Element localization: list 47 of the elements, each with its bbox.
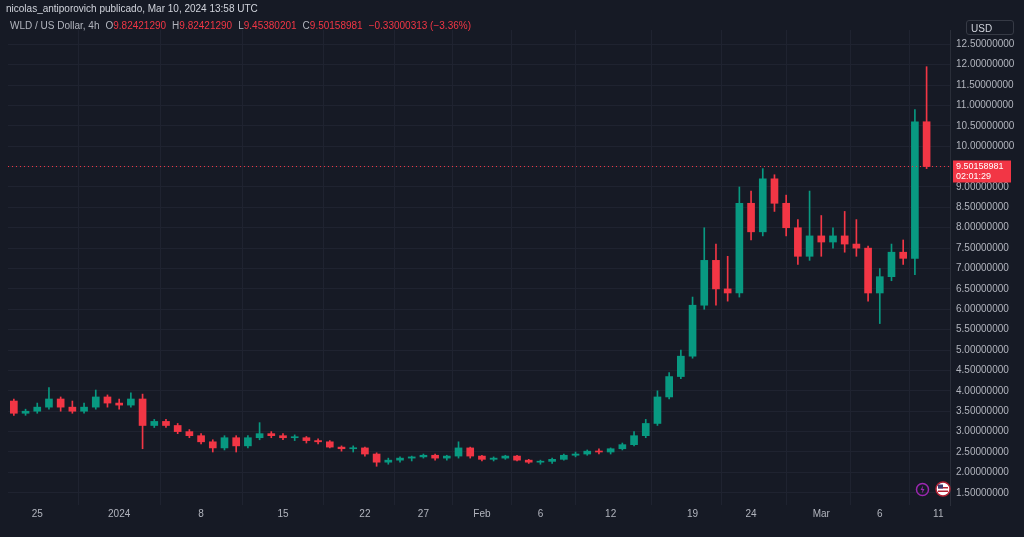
y-tick-label: 8.50000000 [956, 201, 1010, 213]
candlestick [840, 211, 849, 253]
y-tick-label: 11.00000000 [956, 99, 1015, 111]
y-tick-label: 9.00000000 [956, 180, 1010, 192]
y-tick-label: 4.00000000 [956, 384, 1010, 396]
y-axis-title: USD [966, 20, 1014, 35]
x-tick-label: 2024 [108, 507, 131, 519]
x-tick-label: 25 [31, 507, 44, 519]
chart-subtitle: nicolas_antiporovich publicado, Mar 10, 2024 13:58 UTC [6, 3, 258, 14]
y-tick-label: 3.00000000 [956, 425, 1010, 437]
x-tick-label: 15 [277, 507, 289, 519]
annotation: −0.33000313 (−3.36%) [368, 20, 471, 31]
y-tick-label: 12.50000000 [956, 38, 1015, 50]
y-tick-label: 7.00000000 [956, 262, 1010, 274]
y-tick-label: 10.50000000 [956, 119, 1015, 131]
annotation: O9.82421290 [105, 20, 167, 31]
annotation: L9.45380201 [238, 20, 297, 31]
y-tick-label: 6.50000000 [956, 282, 1010, 294]
y-tick-label: 2.00000000 [956, 466, 1010, 478]
y-tick-label: 4.50000000 [956, 364, 1010, 376]
x-tick-label: 19 [687, 507, 699, 519]
y-tick-label: 2.50000000 [956, 445, 1010, 457]
x-tick-label: 6 [537, 507, 544, 519]
x-tick-label: Feb [473, 507, 491, 519]
candlestick [817, 215, 826, 257]
annotation: C9.50158981 [302, 20, 363, 31]
x-tick-label: 12 [605, 507, 617, 519]
y-tick-label: 8.00000000 [956, 221, 1010, 233]
x-tick-label: 11 [933, 507, 944, 519]
x-tick-label: 22 [359, 507, 371, 519]
y-tick-label: 5.00000000 [956, 343, 1010, 355]
x-tick-label: 8 [198, 507, 205, 519]
annotation: H9.82421290 [172, 20, 233, 31]
y-tick-label: 6.00000000 [956, 303, 1010, 315]
chart-title: WLD / US Dollar, 4h [10, 20, 100, 31]
y-tick-label: 1.50000000 [956, 486, 1010, 498]
x-tick-label: 27 [417, 507, 430, 519]
x-tick-label: Mar [812, 507, 831, 519]
y-tick-label: 3.50000000 [956, 404, 1010, 416]
y-tick-label: 12.00000000 [956, 58, 1015, 70]
y-tick-label: 11.50000000 [956, 78, 1015, 90]
ref-line-label: 9.50158981 02:01:29 [956, 161, 1004, 182]
x-tick-label: 6 [877, 507, 884, 519]
x-tick-label: 24 [745, 507, 758, 519]
y-tick-label: 10.00000000 [956, 139, 1015, 151]
y-tick-label: 5.50000000 [956, 323, 1010, 335]
y-tick-label: 7.50000000 [956, 241, 1010, 253]
